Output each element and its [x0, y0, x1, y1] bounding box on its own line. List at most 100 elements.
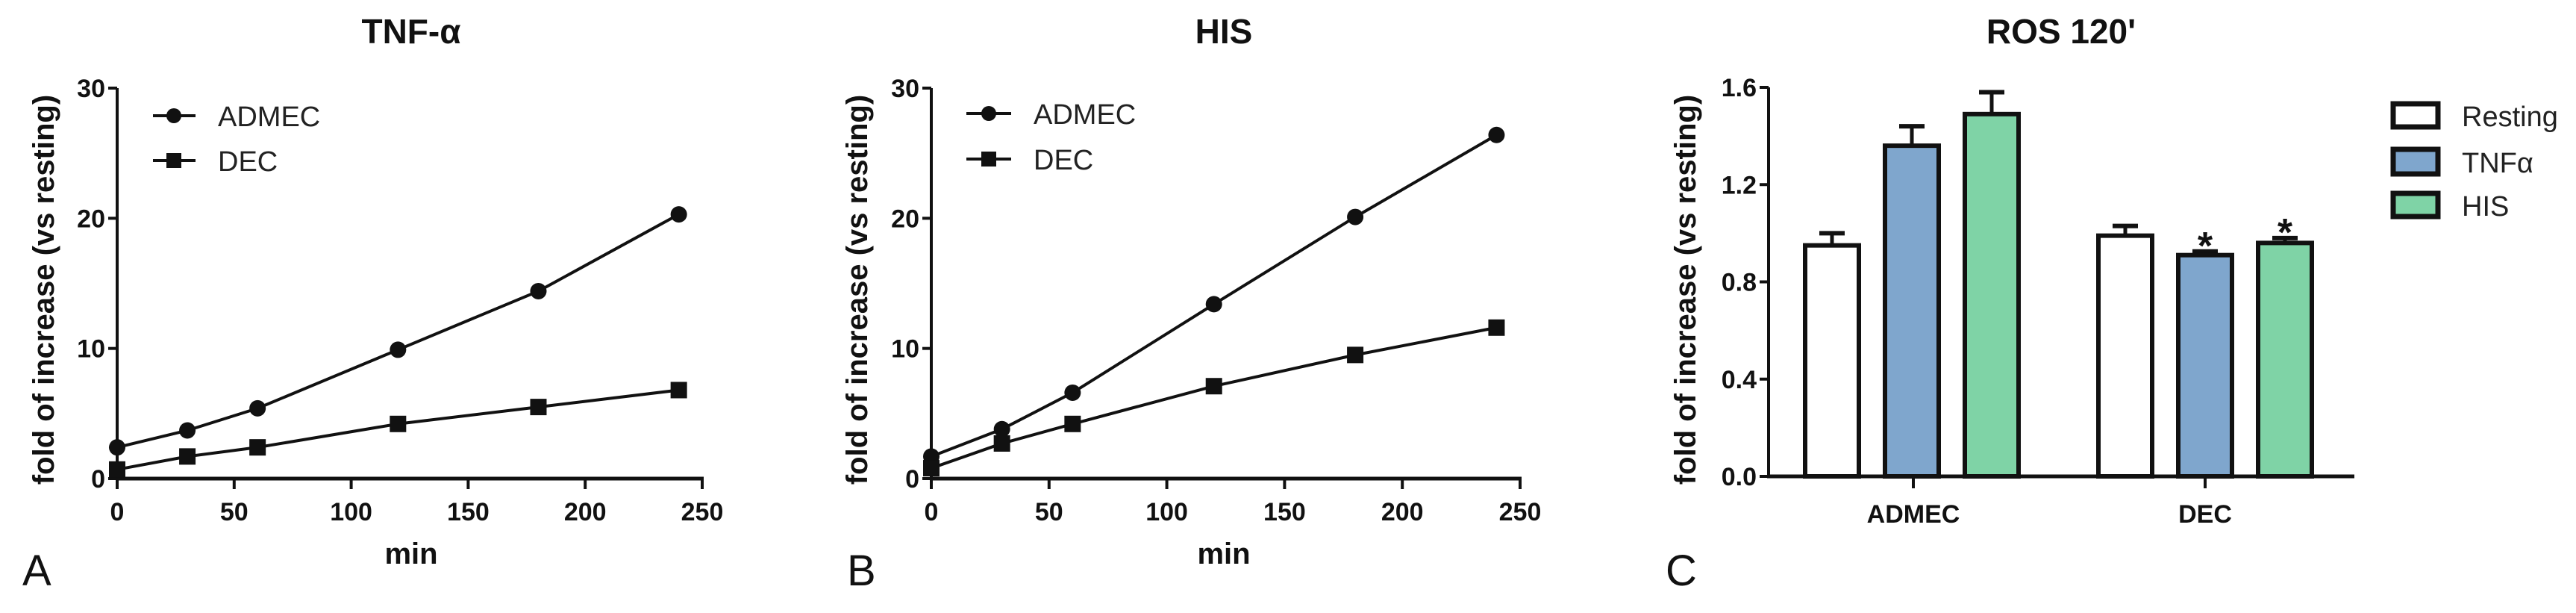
data-point-circle-icon [390, 341, 407, 358]
x-tick-label: 250 [1499, 498, 1542, 526]
data-point-circle-icon [109, 439, 125, 456]
x-tick-label: 150 [1263, 498, 1306, 526]
panel-c-title: ROS 120' [1986, 12, 2136, 51]
legend-resting-label: Resting [2462, 102, 2558, 133]
series-line-admec [116, 213, 680, 449]
bar-admec-his [1963, 111, 2021, 479]
significance-asterisk: * [2278, 211, 2293, 255]
panel-b-x-axis-label: min [1197, 538, 1250, 570]
data-point-square-icon [923, 460, 940, 477]
data-point-circle-icon [530, 282, 547, 299]
x-tick-label: 250 [681, 498, 724, 526]
panel-c-plot-area: * * [1803, 90, 2314, 479]
panel-a-legend: ADMEC DEC [153, 102, 320, 178]
y-tick-label: 20 [891, 205, 919, 233]
data-point-circle-icon [993, 420, 1010, 438]
bar-admec-tnfa [1883, 143, 1941, 479]
x-tick-label: 200 [564, 498, 607, 526]
y-tick-label: 0.8 [1722, 269, 1757, 297]
data-point-circle-icon [249, 399, 266, 417]
y-tick-label: 0.4 [1722, 366, 1757, 394]
y-tick-label: 0 [905, 465, 919, 494]
x-tick-label: 100 [1145, 498, 1188, 526]
data-point-square-icon [1488, 319, 1505, 336]
data-point-circle-icon [1064, 384, 1081, 401]
legend-admec-label: ADMEC [218, 102, 320, 133]
x-tick-label: 150 [447, 498, 490, 526]
bar-dec-resting [2096, 233, 2154, 479]
panel-c-axes: 0.0 0.4 0.8 1.2 1.6 ADMEC DEC [1722, 74, 2354, 529]
data-point-circle-icon [179, 422, 196, 439]
panel-a-title: TNF-α [361, 12, 460, 51]
x-category-label: ADMEC [1867, 500, 1960, 529]
x-tick-label: 0 [925, 498, 939, 526]
panel-c-y-axis-label: fold of increase (vs resting) [1669, 95, 1702, 485]
data-point-circle-icon [1205, 296, 1222, 313]
y-tick-label: 30 [77, 75, 105, 103]
legend-his-label: HIS [2462, 191, 2509, 223]
data-point-square-icon [109, 461, 125, 478]
panel-b-title: HIS [1195, 12, 1253, 51]
panel-c-legend: Resting TNFα HIS [2390, 101, 2558, 223]
panel-c-ros-bar-chart: ROS 120' fold of increase (vs resting) C… [1666, 12, 2558, 595]
y-tick-label: 1.6 [1722, 74, 1757, 102]
data-point-square-icon [249, 439, 266, 456]
data-point-circle-icon [670, 206, 687, 223]
legend-his-swatch [2390, 190, 2441, 220]
data-point-circle-icon [1488, 126, 1505, 143]
legend-admec-circle-marker-icon [981, 106, 996, 121]
data-point-square-icon [993, 435, 1010, 452]
data-point-square-icon [670, 382, 687, 399]
legend-resting-swatch [2390, 101, 2441, 130]
series-line-dec [931, 326, 1497, 470]
x-category-label: DEC [2178, 500, 2232, 529]
bar-admec-resting [1803, 243, 1861, 479]
series-line-dec [116, 388, 679, 471]
legend-tnfa-label: TNFα [2462, 148, 2533, 179]
series-line-admec [931, 134, 1498, 458]
data-point-square-icon [390, 415, 407, 432]
x-tick-label: 50 [1035, 498, 1063, 526]
legend-dec-label: DEC [1034, 145, 1093, 176]
panel-a-letter: A [22, 547, 51, 595]
data-point-square-icon [1205, 378, 1222, 395]
y-tick-label: 0 [91, 465, 105, 494]
y-tick-label: 0.0 [1722, 463, 1757, 491]
data-point-square-icon [179, 448, 196, 465]
data-point-circle-icon [1347, 208, 1364, 225]
panel-a-plot-area [109, 206, 687, 478]
x-tick-label: 50 [220, 498, 248, 526]
data-point-square-icon [1347, 346, 1364, 364]
bar-dec-his [2256, 240, 2314, 479]
y-tick-label: 10 [77, 335, 105, 364]
x-tick-label: 100 [330, 498, 372, 526]
legend-dec-square-marker-icon [166, 153, 181, 168]
panel-b-plot-area [923, 126, 1505, 477]
y-tick-label: 30 [891, 75, 919, 103]
panel-b-legend: ADMEC DEC [966, 99, 1136, 176]
y-tick-label: 10 [891, 335, 919, 364]
panel-b-y-axis-label: fold of increase (vs resting) [841, 95, 874, 485]
x-tick-label: 0 [110, 498, 125, 526]
bar-dec-tnfa [2176, 252, 2234, 479]
data-point-square-icon [1064, 415, 1081, 432]
x-tick-label: 200 [1381, 498, 1424, 526]
legend-dec-label: DEC [218, 146, 278, 178]
panel-b-his-line-chart: HIS fold of increase (vs resting) min B … [841, 12, 1541, 595]
panel-a-axes: 0 10 20 30 0 50 100 150 200 250 [77, 75, 723, 526]
significance-asterisk: * [2198, 225, 2213, 268]
y-tick-label: 1.2 [1722, 171, 1757, 199]
panel-a-y-axis-label: fold of increase (vs resting) [28, 95, 60, 485]
legend-dec-square-marker-icon [981, 152, 996, 167]
panel-c-letter: C [1666, 547, 1697, 595]
y-tick-label: 20 [77, 205, 105, 233]
panel-b-letter: B [847, 547, 876, 595]
panel-a-tnf-alpha-line-chart: TNF-α fold of increase (vs resting) min … [22, 12, 723, 595]
panel-a-x-axis-label: min [384, 538, 437, 570]
legend-admec-label: ADMEC [1034, 99, 1136, 131]
panel-b-axes: 0 10 20 30 0 50 100 150 200 250 [891, 75, 1541, 526]
legend-tnfa-swatch [2390, 146, 2441, 177]
legend-admec-circle-marker-icon [166, 108, 181, 123]
